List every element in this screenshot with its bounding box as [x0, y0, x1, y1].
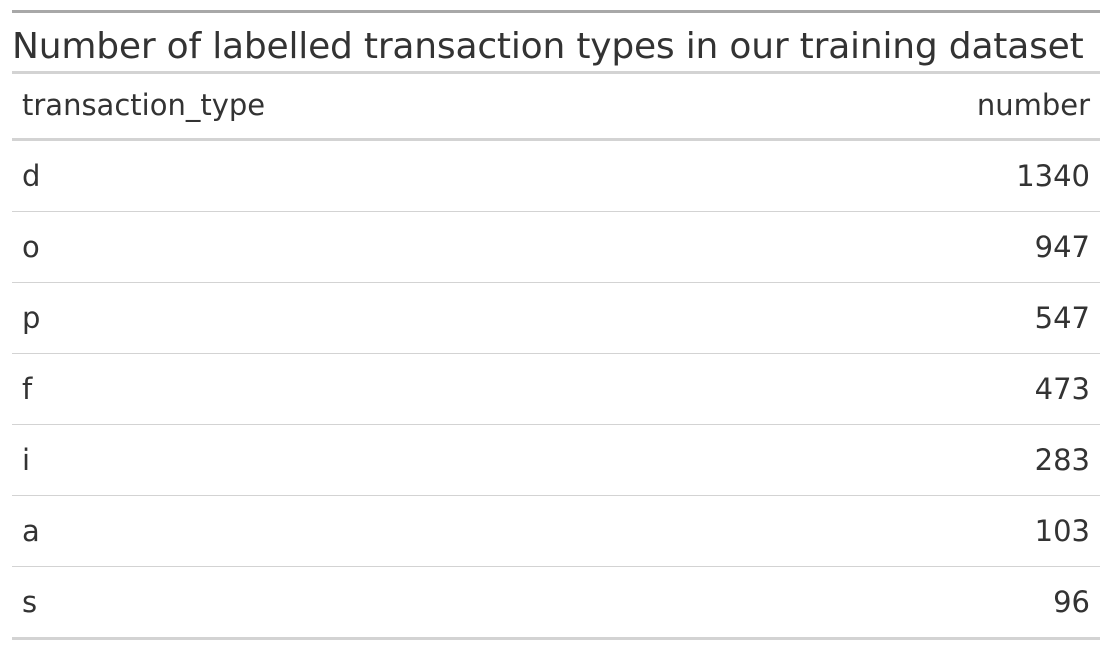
table-row: d 1340: [12, 139, 1100, 212]
cell-number: 547: [556, 282, 1100, 354]
header-row: transaction_type number: [12, 74, 1100, 141]
cell-transaction-type: s: [12, 566, 556, 640]
cell-number: 947: [556, 211, 1100, 283]
table-row: a 103: [12, 495, 1100, 567]
cell-transaction-type: d: [12, 139, 556, 212]
cell-number: 96: [556, 566, 1100, 640]
table-row: o 947: [12, 211, 1100, 283]
table-row: s 96: [12, 566, 1100, 640]
cell-number: 283: [556, 424, 1100, 496]
cell-number: 1340: [556, 139, 1100, 212]
cell-transaction-type: a: [12, 495, 556, 567]
cell-number: 103: [556, 495, 1100, 567]
table-row: i 283: [12, 424, 1100, 496]
table-row: f 473: [12, 353, 1100, 425]
column-header-number: number: [556, 74, 1100, 141]
data-table: transaction_type number d 1340 o 947 p 5…: [12, 74, 1100, 640]
table-title: Number of labelled transaction types in …: [12, 10, 1100, 74]
cell-transaction-type: p: [12, 282, 556, 354]
cell-transaction-type: f: [12, 353, 556, 425]
cell-transaction-type: i: [12, 424, 556, 496]
column-header-transaction-type: transaction_type: [12, 74, 556, 141]
data-table-container: Number of labelled transaction types in …: [12, 10, 1100, 640]
table-row: p 547: [12, 282, 1100, 354]
cell-number: 473: [556, 353, 1100, 425]
cell-transaction-type: o: [12, 211, 556, 283]
